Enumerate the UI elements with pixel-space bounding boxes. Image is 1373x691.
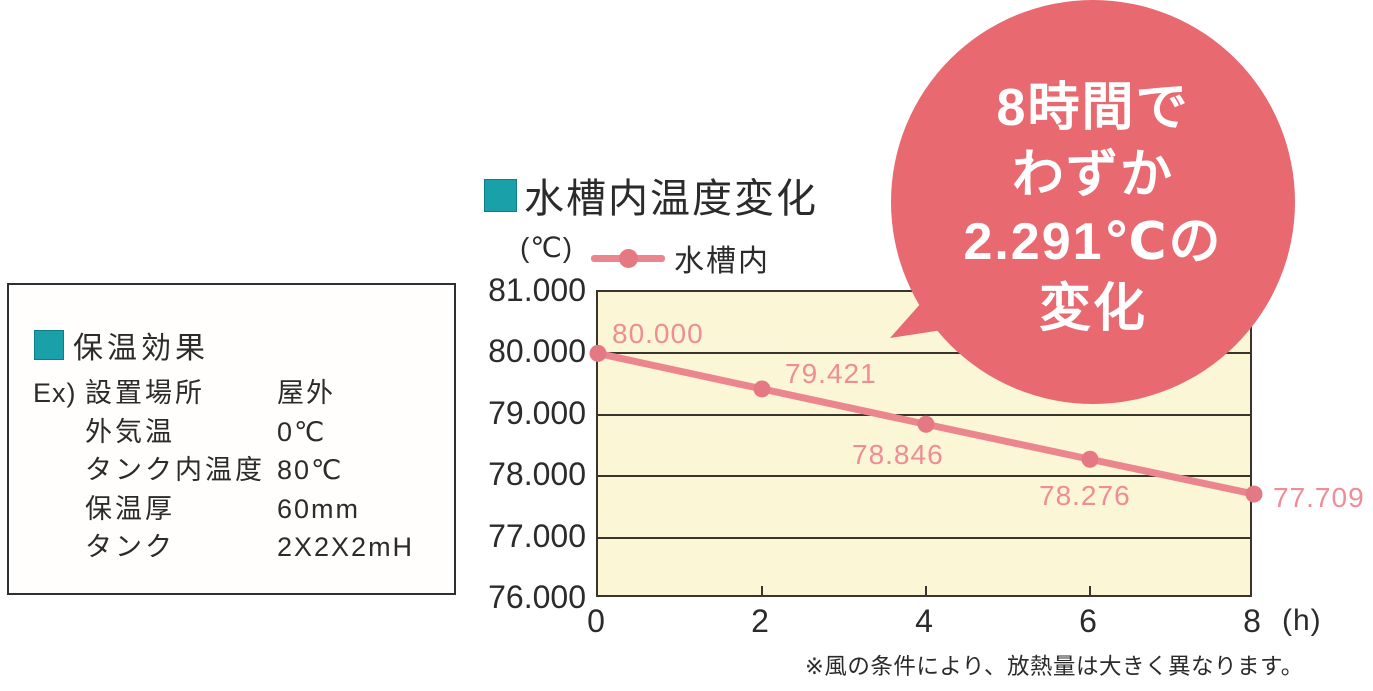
y-tick-label: 77.000 xyxy=(488,517,586,554)
badge-text-line: 2.291℃の xyxy=(963,213,1223,271)
grid-line xyxy=(598,352,1250,355)
teal-square-icon xyxy=(34,330,64,360)
x-tick-label: 0 xyxy=(587,603,605,639)
grid-line xyxy=(598,475,1250,478)
panel-title: 保温効果 xyxy=(73,332,209,365)
data-point-label: 80.000 xyxy=(612,318,704,350)
x-axis-unit: (h) xyxy=(1282,604,1322,637)
spec-label: 外気温 xyxy=(85,416,175,447)
chart-title: 水槽内温度変化 xyxy=(524,177,818,221)
spec-value: 60mm xyxy=(277,493,361,524)
y-tick-label: 80.000 xyxy=(488,333,586,370)
panel-title-row: 保温効果 xyxy=(34,323,209,367)
badge-text-line: わずか xyxy=(1011,146,1174,204)
badge-text-line: 8時間で xyxy=(996,79,1190,137)
data-point xyxy=(589,344,607,362)
tick-mark xyxy=(1089,586,1091,595)
spec-row: タンク内温度 80℃ xyxy=(33,448,433,487)
data-point xyxy=(1081,450,1099,468)
data-point xyxy=(917,415,935,433)
y-tick-label: 81.000 xyxy=(488,272,586,308)
data-point-label: 79.421 xyxy=(785,357,877,389)
spec-label: 保温厚 xyxy=(85,493,175,524)
chart-title-row: 水槽内温度変化 xyxy=(484,166,818,224)
spec-label: 設置場所 xyxy=(85,378,205,408)
spec-label: タンク xyxy=(85,532,175,562)
grid-line xyxy=(598,536,1250,539)
series-line xyxy=(589,344,1263,503)
y-tick-label: 78.000 xyxy=(488,456,586,493)
legend-label: 水槽内 xyxy=(674,245,770,278)
y-tick-label: 79.000 xyxy=(488,394,586,431)
spec-row: タンク 2X2X2mH xyxy=(33,525,433,564)
y-tick-label: 76.000 xyxy=(488,579,586,615)
legend-dot-icon xyxy=(618,248,638,268)
teal-square-icon xyxy=(484,178,517,212)
data-point-label: 78.846 xyxy=(852,439,944,471)
callout-badge: 8時間で わずか 2.291℃の 変化 xyxy=(891,0,1295,404)
grid-line xyxy=(598,413,1250,416)
x-tick-label: 4 xyxy=(915,603,933,639)
insulation-panel: 保温効果 Ex) 設置場所 屋外 外気温 0℃ タンク内温度 80℃ 保温厚 6… xyxy=(7,283,456,595)
x-tick-label: 6 xyxy=(1079,603,1097,639)
footnote: ※風の条件により、放熱量は大きく異なります。 xyxy=(805,654,1304,679)
data-point-label: 78.276 xyxy=(1039,480,1131,512)
tick-mark xyxy=(761,586,763,595)
spec-list: Ex) 設置場所 屋外 外気温 0℃ タンク内温度 80℃ 保温厚 60mm タ… xyxy=(33,371,433,564)
x-tick-label: 2 xyxy=(751,603,769,639)
legend-line-icon xyxy=(591,248,665,268)
spec-value: 0℃ xyxy=(277,416,327,447)
spec-label: タンク内温度 xyxy=(85,455,265,485)
tick-mark xyxy=(925,586,927,595)
badge-text-line: 変化 xyxy=(1038,280,1147,338)
chart-legend: 水槽内 xyxy=(591,236,770,280)
spec-value: 2X2X2mH xyxy=(277,532,415,562)
x-tick-label: 8 xyxy=(1243,603,1261,639)
data-point xyxy=(753,380,771,398)
spec-value: 屋外 xyxy=(277,378,335,408)
data-point-label: 77.709 xyxy=(1273,482,1365,514)
data-point xyxy=(1245,485,1263,503)
y-axis-unit: (℃) xyxy=(520,232,574,263)
spec-row: Ex) 設置場所 屋外 xyxy=(33,371,433,410)
spec-prefix: Ex) xyxy=(33,378,77,408)
spec-row: 保温厚 60mm xyxy=(33,487,433,526)
spec-value: 80℃ xyxy=(277,455,344,485)
spec-row: 外気温 0℃ xyxy=(33,410,433,449)
